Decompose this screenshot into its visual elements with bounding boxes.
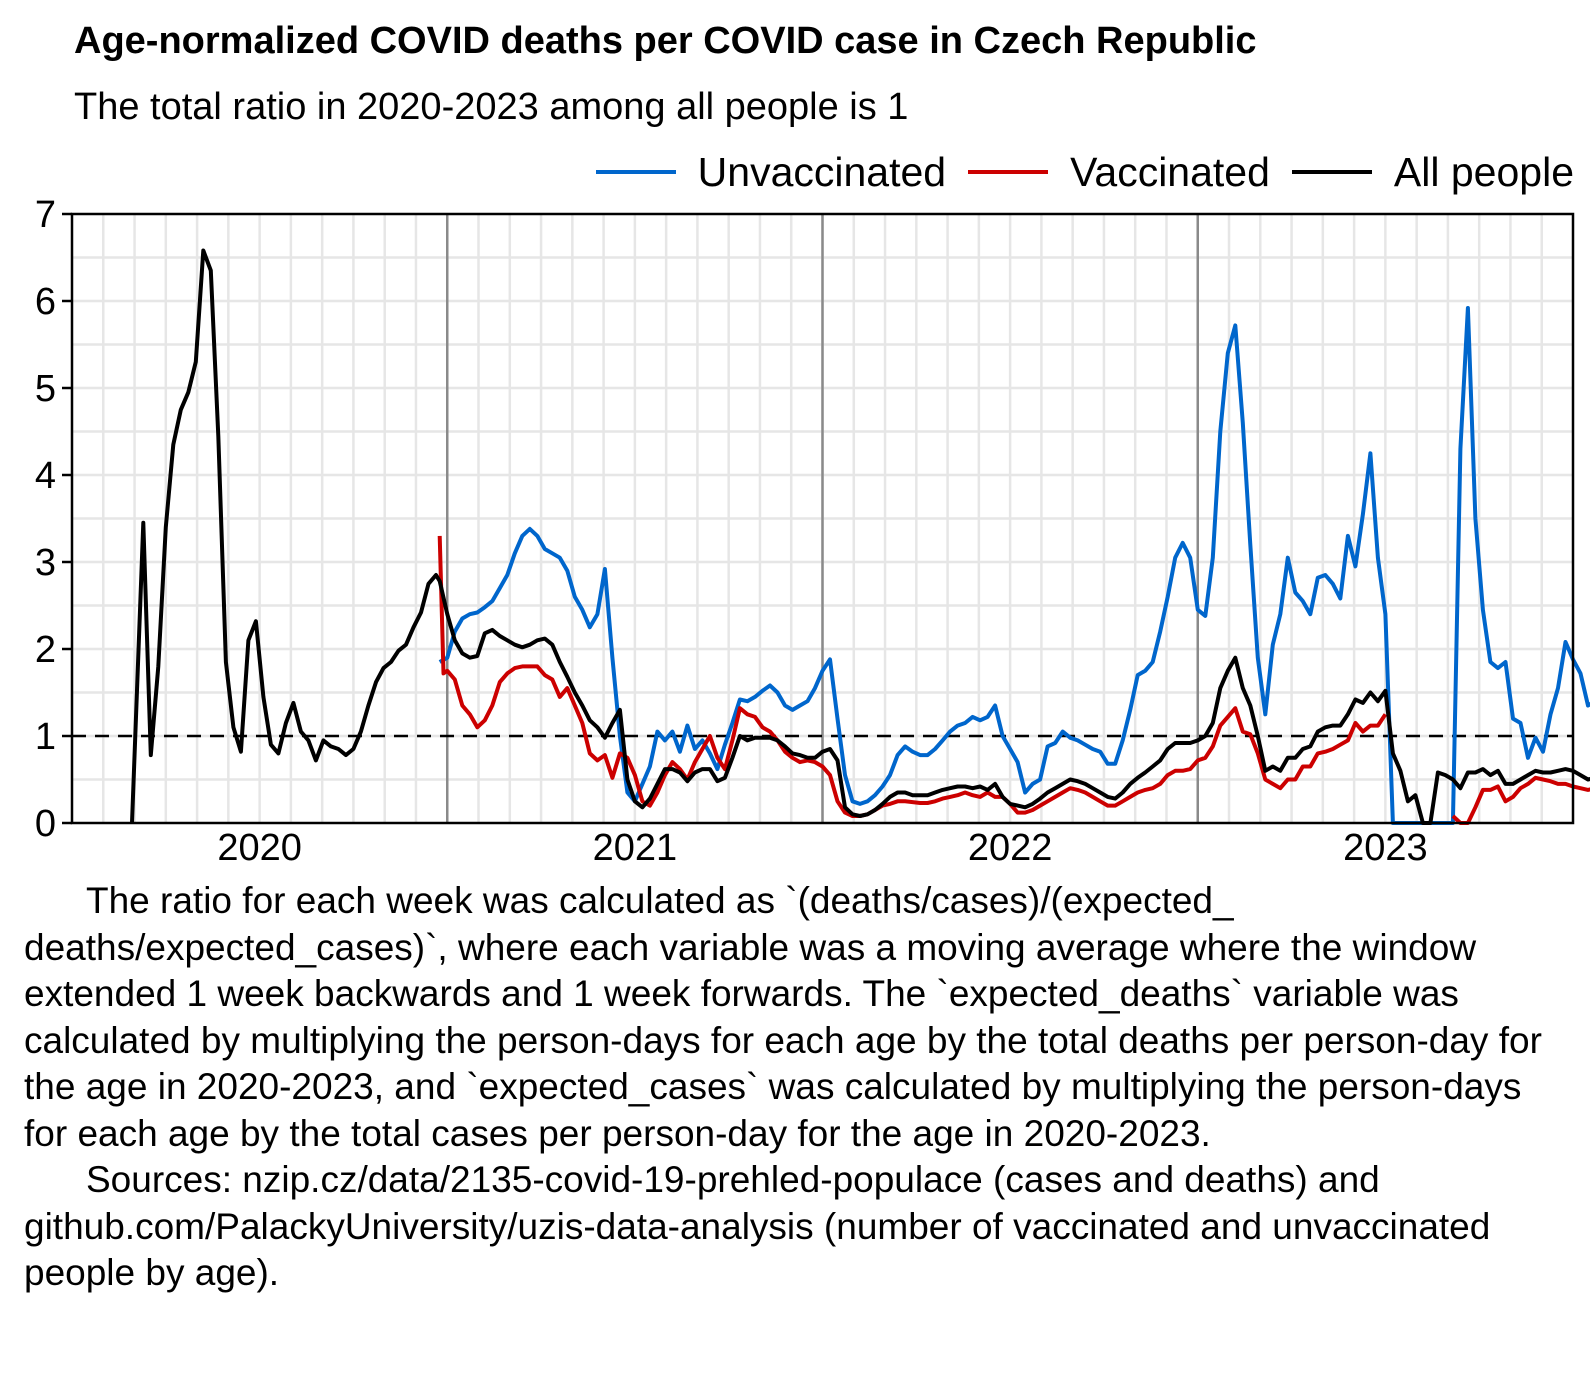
legend-item-vaccinated: Vaccinated bbox=[968, 149, 1270, 196]
x-tick-label: 2022 bbox=[968, 827, 1053, 869]
caption-method-paragraph: The ratio for each week was calculated a… bbox=[24, 880, 1542, 1154]
line-chart: 0 1 2 3 4 5 6 7 2020 2021 2022 2023 bbox=[35, 194, 1590, 869]
y-tick-label: 3 bbox=[35, 542, 56, 584]
x-tick-label: 2021 bbox=[593, 827, 678, 869]
y-tick-label: 2 bbox=[35, 629, 56, 671]
legend-swatch-all-people bbox=[1291, 170, 1372, 174]
caption-sources-paragraph: Sources: nzip.cz/data/2135-covid-19-preh… bbox=[24, 1159, 1491, 1293]
series-line-vaccinated bbox=[437, 535, 1590, 825]
x-tick-label: 2023 bbox=[1343, 827, 1428, 869]
chart-subtitle: The total ratio in 2020-2023 among all p… bbox=[74, 86, 909, 128]
chart-legend: Unvaccinated Vaccinated All people bbox=[574, 148, 1574, 196]
legend-item-unvaccinated: Unvaccinated bbox=[595, 148, 947, 196]
chart-title: Age-normalized COVID deaths per COVID ca… bbox=[74, 20, 1257, 62]
series-line-all-people bbox=[130, 248, 1590, 825]
y-tick-label: 5 bbox=[35, 368, 56, 410]
chart-caption: The ratio for each week was calculated a… bbox=[24, 878, 1574, 1297]
y-tick-label: 1 bbox=[35, 716, 56, 758]
legend-label-vaccinated: Vaccinated bbox=[1070, 148, 1270, 195]
legend-item-all-people: All people bbox=[1291, 148, 1574, 196]
y-tick-label: 4 bbox=[35, 455, 56, 497]
legend-swatch-vaccinated bbox=[968, 170, 1049, 174]
y-tick-label: 0 bbox=[35, 803, 56, 845]
legend-label-unvaccinated: Unvaccinated bbox=[697, 148, 947, 195]
y-tick-label: 7 bbox=[35, 194, 56, 236]
legend-swatch-unvaccinated bbox=[595, 170, 676, 174]
legend-label-all-people: All people bbox=[1393, 148, 1574, 195]
plot-frame bbox=[70, 212, 1575, 825]
x-tick-label: 2020 bbox=[217, 827, 302, 869]
y-tick-label: 6 bbox=[35, 281, 56, 323]
